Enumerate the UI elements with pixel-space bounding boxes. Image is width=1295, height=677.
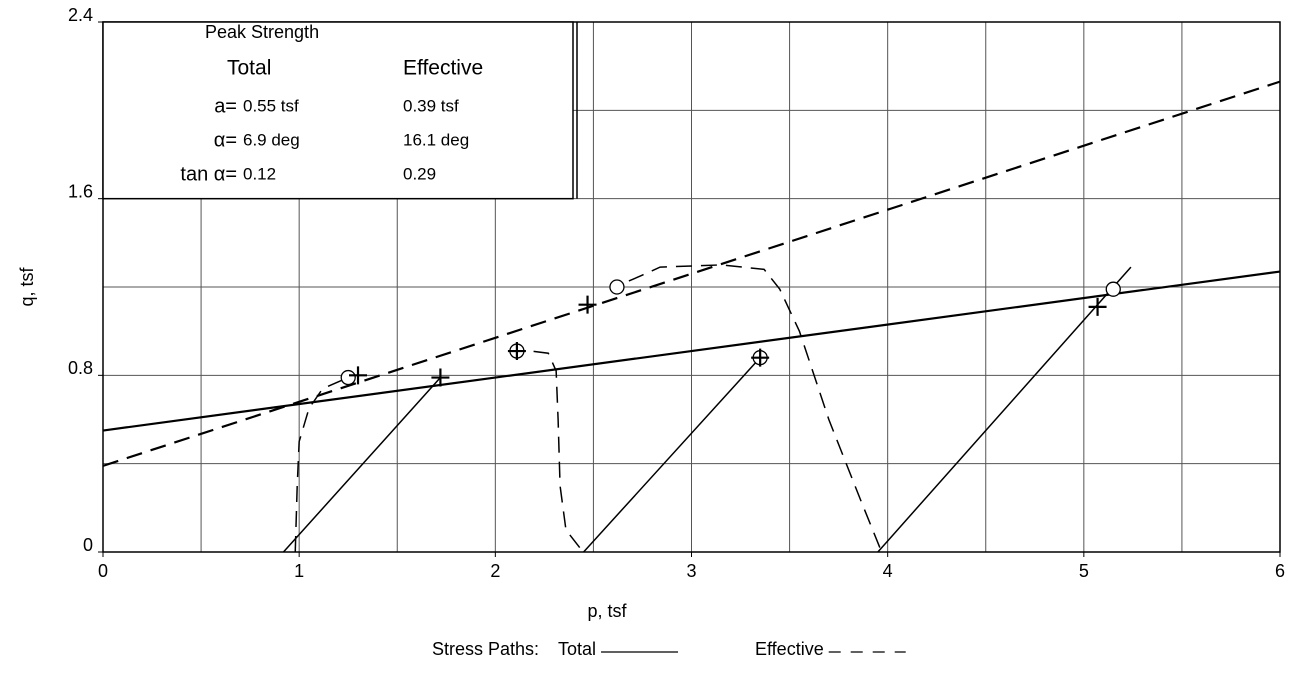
stress-path	[282, 377, 441, 553]
stress-path	[583, 357, 761, 553]
x-tick-label: 1	[294, 561, 304, 581]
y-axis-label: q, tsf	[17, 266, 37, 306]
x-tick-label: 0	[98, 561, 108, 581]
failure-envelope	[102, 270, 1281, 432]
y-tick-label: 1.6	[68, 181, 93, 201]
circle-marker	[609, 279, 625, 295]
circle-marker	[340, 369, 356, 386]
table-row-label: a=	[214, 95, 237, 117]
x-tick-label: 3	[686, 561, 696, 581]
table-cell: 6.9 deg	[243, 130, 300, 149]
x-tick-label: 6	[1275, 561, 1285, 581]
stress-path	[614, 264, 881, 548]
table-row-label: α=	[214, 129, 237, 151]
plus-marker	[751, 348, 770, 367]
plot-frame	[102, 21, 1281, 553]
y-tick-label: 2.4	[68, 5, 93, 25]
legend-label: Effective	[755, 639, 824, 659]
table-column-header: Total	[227, 57, 271, 80]
plus-marker	[1088, 297, 1107, 316]
table-cell: 0.12	[243, 164, 276, 183]
legend-title: Stress Paths:	[432, 639, 539, 659]
plus-marker	[431, 368, 450, 387]
legend-label: Total	[558, 639, 596, 659]
x-tick-label: 5	[1079, 561, 1089, 581]
table-cell: 0.55 tsf	[243, 96, 299, 115]
plus-marker	[507, 342, 526, 361]
y-tick-label: 0.8	[68, 358, 93, 378]
x-tick-label: 4	[883, 561, 893, 581]
plus-marker	[349, 366, 368, 385]
plus-marker	[578, 295, 597, 314]
table-title: Peak Strength	[205, 22, 319, 42]
stress-path	[516, 350, 581, 549]
x-tick-label: 2	[490, 561, 500, 581]
table-cell: 0.39 tsf	[403, 96, 459, 115]
table-cell: 16.1 deg	[403, 130, 469, 149]
y-tick-label: 0	[83, 535, 93, 555]
stress-path	[877, 266, 1132, 553]
table-cell: 0.29	[403, 164, 436, 183]
failure-envelope	[102, 80, 1281, 467]
table-column-header: Effective	[403, 57, 483, 80]
strength-table-box	[102, 21, 574, 200]
circle-marker	[1105, 281, 1121, 297]
table-row-label: tan α=	[180, 163, 237, 185]
x-axis-label: p, tsf	[587, 601, 627, 621]
stress-path	[294, 376, 349, 553]
